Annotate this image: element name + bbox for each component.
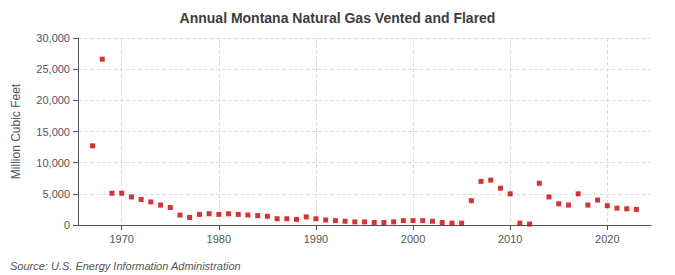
svg-text:1990: 1990 (304, 233, 328, 245)
svg-text:5,000: 5,000 (42, 188, 70, 200)
svg-text:Annual Montana Natural Gas Ven: Annual Montana Natural Gas Vented and Fl… (180, 10, 496, 26)
svg-text:15,000: 15,000 (36, 126, 70, 138)
svg-text:Source: U.S. Energy Informatio: Source: U.S. Energy Information Administ… (10, 260, 241, 272)
svg-text:0: 0 (64, 219, 70, 231)
svg-text:10,000: 10,000 (36, 157, 70, 169)
svg-text:1970: 1970 (109, 233, 133, 245)
svg-text:Million Cubic Feet: Million Cubic Feet (9, 83, 23, 179)
svg-text:2000: 2000 (401, 233, 425, 245)
svg-text:2020: 2020 (595, 233, 619, 245)
svg-text:2010: 2010 (498, 233, 522, 245)
svg-text:1980: 1980 (207, 233, 231, 245)
svg-text:20,000: 20,000 (36, 94, 70, 106)
svg-text:30,000: 30,000 (36, 32, 70, 44)
svg-text:25,000: 25,000 (36, 63, 70, 75)
